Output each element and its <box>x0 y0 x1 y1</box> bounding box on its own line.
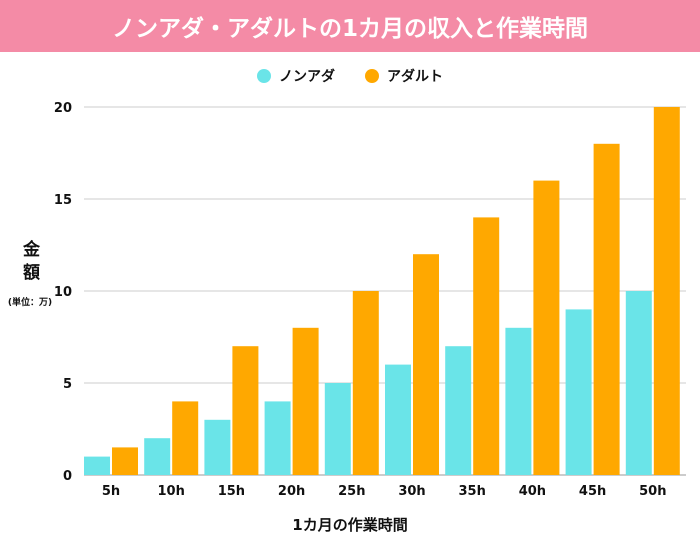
legend: ノンアダ アダルト <box>0 66 700 86</box>
bar-nonadult <box>625 291 652 475</box>
x-tick-label: 40h <box>519 484 546 499</box>
legend-label: アダルト <box>387 69 443 85</box>
x-tick-label: 35h <box>459 484 486 499</box>
bar-nonadult <box>445 346 472 475</box>
bar-adult <box>473 217 500 475</box>
legend-label: ノンアダ <box>279 69 335 85</box>
bar-adult <box>232 346 259 475</box>
chart-title: ノンアダ・アダルトの1カ月の収入と作業時間 <box>0 0 700 52</box>
legend-swatch <box>257 69 271 83</box>
bar-nonadult <box>565 309 592 475</box>
x-tick-label: 30h <box>398 484 425 499</box>
bar-adult <box>292 327 319 475</box>
x-tick-label: 45h <box>579 484 606 499</box>
bar-adult <box>593 143 620 476</box>
bar-nonadult <box>324 383 351 475</box>
bar-adult <box>112 447 138 475</box>
y-axis-label: 金額 <box>19 240 39 286</box>
x-tick-label: 25h <box>338 484 365 499</box>
legend-item-adult: アダルト <box>365 66 443 86</box>
bar-nonadult <box>84 456 110 475</box>
legend-swatch <box>365 69 379 83</box>
bar-adult <box>653 107 680 475</box>
y-tick-label: 10 <box>54 285 72 300</box>
x-tick-label: 50h <box>639 484 666 499</box>
bar-adult <box>172 401 199 475</box>
x-tick-label: 5h <box>102 484 120 499</box>
legend-item-nonadult: ノンアダ <box>257 66 335 86</box>
y-tick-label: 5 <box>63 377 72 392</box>
bar-adult <box>533 180 560 475</box>
bar-nonadult <box>385 364 411 475</box>
x-tick-label: 10h <box>158 484 185 499</box>
bar-adult <box>413 254 439 475</box>
bar-nonadult <box>144 438 171 475</box>
x-tick-label: 15h <box>218 484 245 499</box>
bar-nonadult <box>204 419 231 475</box>
x-axis-label: 1カ月の作業時間 <box>292 516 408 534</box>
y-tick-label: 0 <box>63 469 72 484</box>
y-axis-unit: (単位：万) <box>7 298 53 308</box>
x-tick-label: 20h <box>278 484 305 499</box>
bar-adult <box>352 291 379 475</box>
y-tick-label: 20 <box>54 101 72 116</box>
y-tick-label: 15 <box>54 193 72 208</box>
bar-nonadult <box>505 327 532 475</box>
bar-nonadult <box>264 401 291 475</box>
